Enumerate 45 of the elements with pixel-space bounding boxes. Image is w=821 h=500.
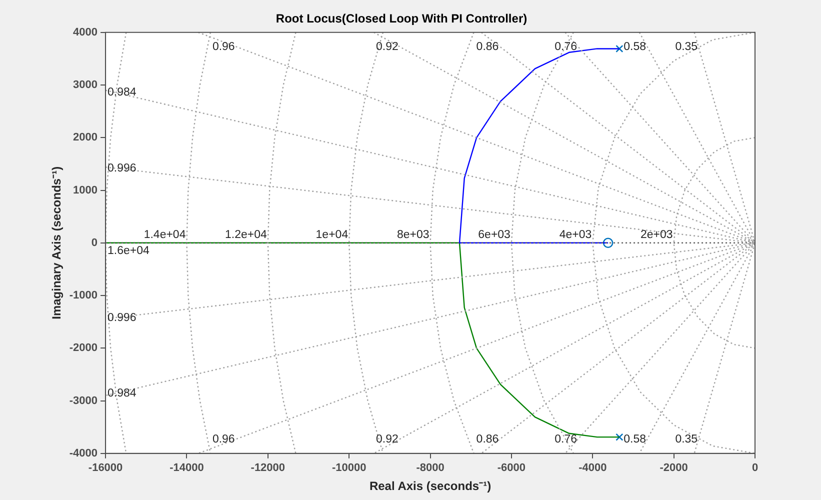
annotation: 6e+03 bbox=[478, 229, 510, 242]
y-tick-label: 2000 bbox=[73, 132, 98, 144]
annotation: 0.35 bbox=[675, 433, 698, 446]
annotation: 0.96 bbox=[212, 433, 235, 446]
annotation: 0.984 bbox=[108, 86, 137, 99]
annotation: 1e+04 bbox=[316, 229, 349, 242]
x-axis-title: Real Axis (seconds⁻¹) bbox=[369, 479, 492, 494]
x-tick-label: 0 bbox=[752, 462, 758, 474]
annotation: 0.58 bbox=[624, 40, 646, 53]
y-tick-label: -1000 bbox=[69, 290, 98, 302]
annotation: 0.86 bbox=[476, 40, 499, 53]
annotation: 0.996 bbox=[108, 312, 136, 324]
chart-title: Root Locus(Closed Loop With PI Controller) bbox=[276, 12, 528, 26]
annotation: 0.86 bbox=[476, 433, 499, 446]
x-tick-label: -8000 bbox=[416, 462, 444, 474]
annotation: 0.996 bbox=[108, 162, 136, 174]
annotation: 0.76 bbox=[554, 40, 578, 53]
x-tick-label: -12000 bbox=[250, 462, 286, 474]
x-tick-label: -4000 bbox=[578, 462, 607, 474]
x-tick-label: -16000 bbox=[88, 462, 123, 474]
y-tick-label: -4000 bbox=[69, 447, 98, 460]
annotation: 1.2e+04 bbox=[225, 229, 268, 242]
x-tick-label: -10000 bbox=[332, 462, 366, 474]
y-tick-label: 1000 bbox=[73, 184, 98, 196]
annotation: 2e+03 bbox=[640, 229, 673, 242]
x-tick-label: -2000 bbox=[660, 462, 688, 474]
annotation: 0.58 bbox=[624, 433, 646, 446]
y-tick-label: 3000 bbox=[73, 79, 98, 92]
x-tick-label: -6000 bbox=[497, 462, 526, 474]
y-axis-title: Imaginary Axis (seconds⁻¹) bbox=[50, 166, 64, 320]
annotation: 8e+03 bbox=[396, 229, 430, 242]
x-tick-label: -14000 bbox=[170, 462, 204, 474]
y-tick-label: -2000 bbox=[69, 342, 98, 354]
annotation: 4e+03 bbox=[559, 229, 592, 242]
annotation: 1.4e+04 bbox=[144, 229, 186, 242]
annotation: 0.92 bbox=[376, 433, 398, 446]
annotation: 0.984 bbox=[108, 388, 137, 400]
annotation: 0.92 bbox=[376, 40, 398, 53]
y-tick-label: 0 bbox=[91, 236, 98, 249]
annotation: 1.6e+04 bbox=[108, 244, 150, 257]
annotation: 0.76 bbox=[554, 433, 578, 446]
y-tick-label: -3000 bbox=[69, 394, 98, 407]
y-tick-label: 4000 bbox=[73, 26, 98, 38]
annotation: 0.96 bbox=[212, 40, 235, 53]
annotation: 0.35 bbox=[675, 40, 698, 53]
